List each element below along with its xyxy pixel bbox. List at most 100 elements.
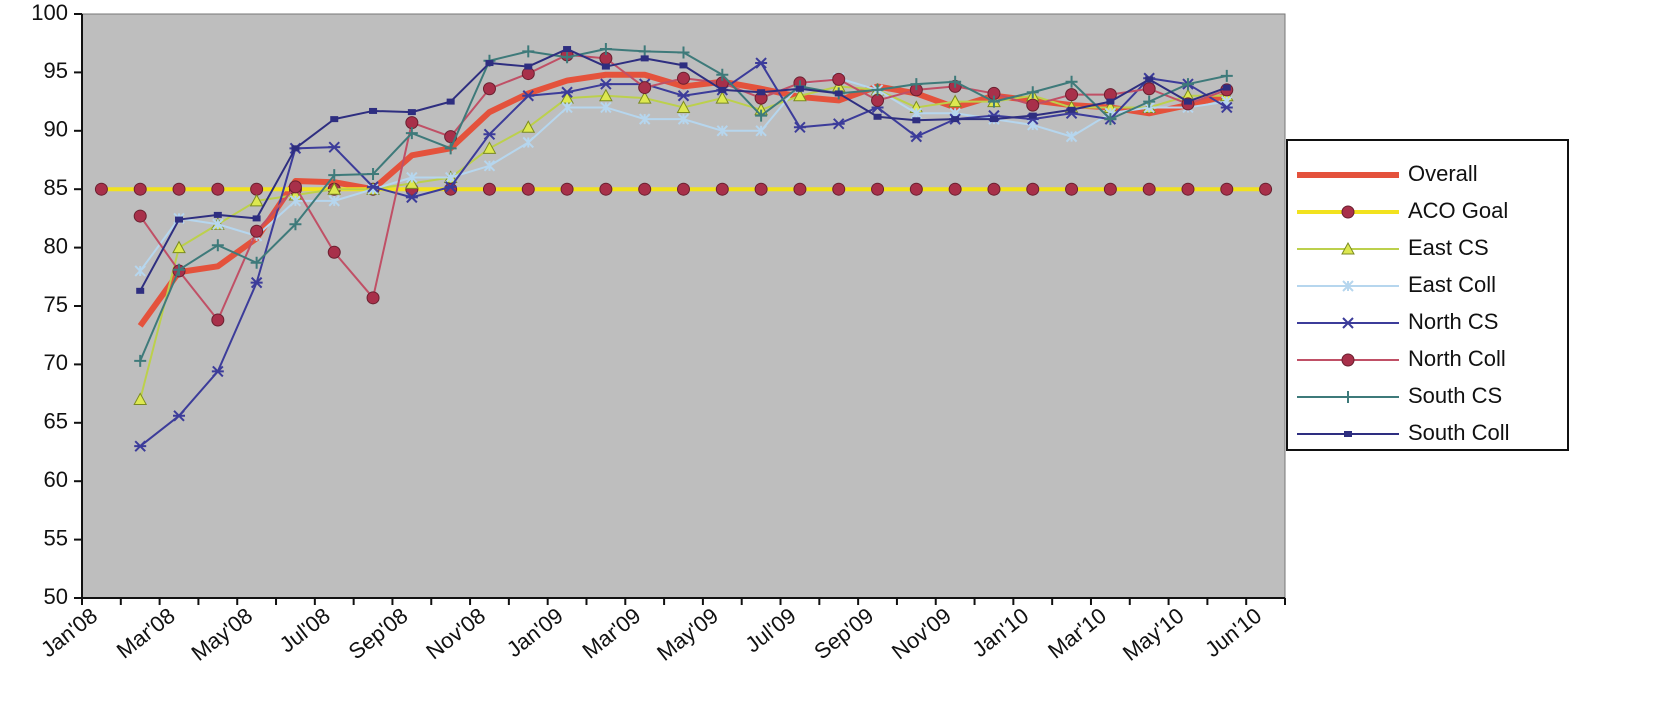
marker xyxy=(1026,98,1040,112)
y-tick-label: 90 xyxy=(44,117,68,142)
marker xyxy=(407,109,416,116)
x-tick-label: Nov'09 xyxy=(887,603,956,664)
y-tick-label: 95 xyxy=(44,58,68,83)
marker xyxy=(1220,101,1233,114)
marker xyxy=(134,440,147,452)
marker xyxy=(328,141,341,153)
legend-label: East Coll xyxy=(1408,272,1496,297)
x-tick-label: May'10 xyxy=(1118,603,1189,666)
legend-label: North Coll xyxy=(1408,346,1506,371)
marker xyxy=(757,89,766,96)
marker xyxy=(521,120,536,133)
marker xyxy=(291,145,300,152)
marker xyxy=(755,109,768,122)
marker xyxy=(754,182,768,196)
marker xyxy=(561,51,574,64)
marker xyxy=(328,195,340,207)
marker xyxy=(793,121,806,134)
marker xyxy=(716,125,729,137)
marker xyxy=(482,82,496,96)
marker xyxy=(638,113,651,125)
x-tick-label: Mar'09 xyxy=(578,603,646,664)
x-tick-label: Mar'10 xyxy=(1043,603,1111,664)
marker xyxy=(250,256,263,269)
legend-entry: South Coll xyxy=(1297,420,1510,445)
marker xyxy=(793,88,807,102)
marker xyxy=(1342,391,1354,403)
legend-entry: North CS xyxy=(1297,309,1498,334)
marker xyxy=(1222,84,1231,91)
marker xyxy=(563,46,572,53)
marker xyxy=(832,118,845,130)
marker xyxy=(483,160,496,172)
marker xyxy=(406,171,418,184)
x-tick-label: Mar'08 xyxy=(112,603,180,664)
marker xyxy=(250,182,264,196)
marker xyxy=(327,182,342,195)
marker xyxy=(1065,75,1078,88)
marker xyxy=(637,91,652,104)
series xyxy=(134,43,1233,367)
marker xyxy=(871,83,884,96)
marker xyxy=(328,169,341,182)
marker xyxy=(910,130,923,143)
marker xyxy=(989,116,998,123)
marker xyxy=(1067,106,1076,113)
marker xyxy=(369,107,378,114)
marker xyxy=(444,181,457,193)
legend-label: Overall xyxy=(1408,161,1478,186)
marker xyxy=(522,90,535,102)
x-tick-label: Jul'08 xyxy=(275,603,335,658)
legend-entry: East CS xyxy=(1297,235,1489,260)
marker xyxy=(676,100,691,113)
legend-label: East CS xyxy=(1408,235,1489,260)
marker xyxy=(1341,353,1355,367)
marker xyxy=(1026,182,1040,196)
marker xyxy=(405,191,418,204)
y-tick-label: 65 xyxy=(44,409,68,434)
x-tick-label: Jan'08 xyxy=(36,603,102,662)
marker xyxy=(1065,182,1079,196)
marker xyxy=(912,117,921,124)
marker xyxy=(677,113,690,125)
marker xyxy=(1342,280,1354,292)
marker xyxy=(524,63,533,70)
marker xyxy=(175,216,184,223)
marker xyxy=(133,182,147,196)
marker xyxy=(94,182,108,196)
marker xyxy=(1028,112,1037,119)
marker xyxy=(1183,98,1192,105)
marker xyxy=(601,63,610,70)
marker xyxy=(133,392,148,405)
marker xyxy=(718,86,727,93)
marker xyxy=(834,90,843,97)
marker xyxy=(1065,130,1078,143)
marker xyxy=(1142,82,1156,96)
y-tick-label: 60 xyxy=(44,467,68,492)
x-tick-label: Jan'09 xyxy=(502,603,568,662)
y-tick-label: 85 xyxy=(44,175,68,200)
marker xyxy=(561,101,573,114)
marker xyxy=(949,75,962,88)
marker xyxy=(677,46,690,59)
legend-entry: East Coll xyxy=(1297,272,1496,297)
marker xyxy=(677,71,690,85)
marker xyxy=(873,113,882,120)
marker xyxy=(446,98,455,105)
marker xyxy=(367,168,380,181)
marker xyxy=(444,142,457,155)
marker xyxy=(679,62,688,69)
marker xyxy=(482,182,496,196)
marker xyxy=(522,136,534,149)
marker xyxy=(795,85,804,92)
marker xyxy=(599,43,612,56)
marker xyxy=(600,101,612,114)
x-tick-label: Sep'08 xyxy=(344,603,413,664)
marker xyxy=(444,182,458,196)
x-tick-label: Sep'09 xyxy=(809,603,878,664)
marker xyxy=(252,215,261,222)
marker xyxy=(211,365,224,378)
marker xyxy=(1344,431,1352,437)
marker xyxy=(987,182,1001,196)
